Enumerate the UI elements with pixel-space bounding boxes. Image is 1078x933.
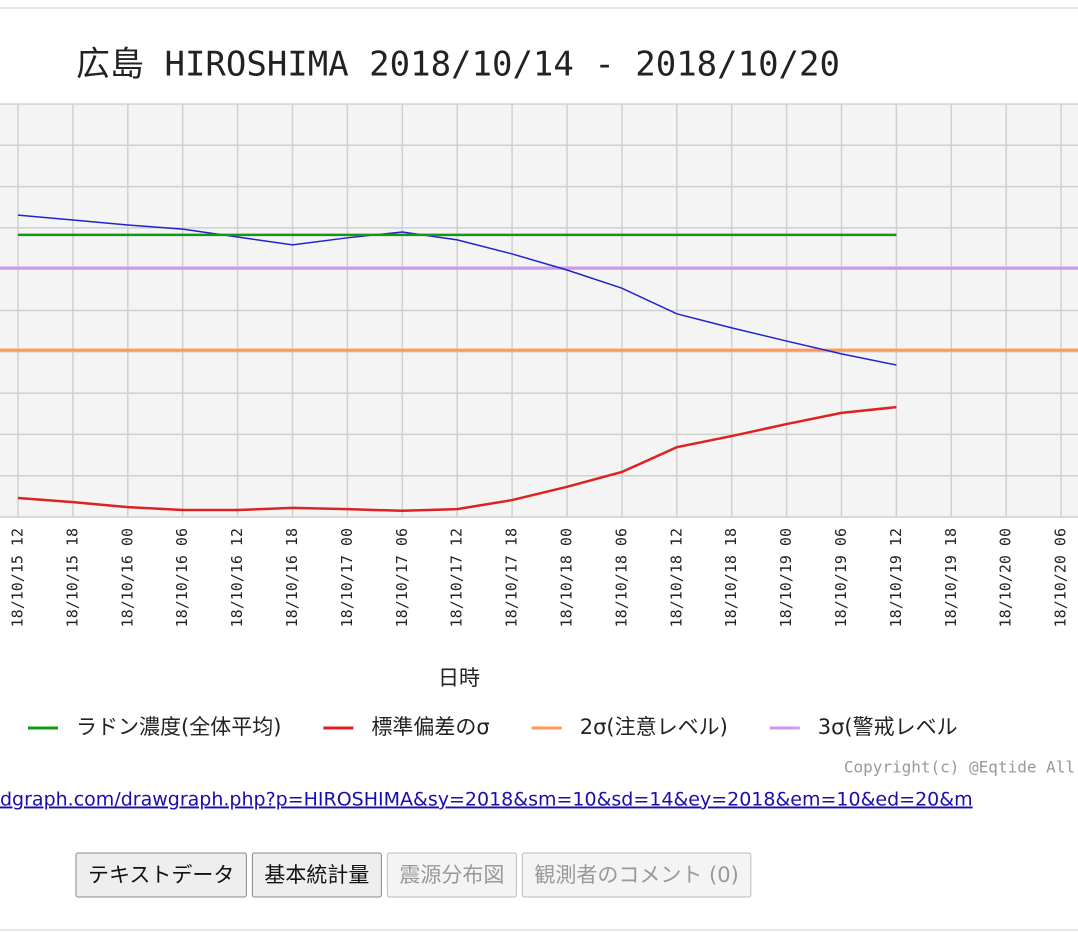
x-tick-label: 18/10/19 00 xyxy=(777,528,795,627)
legend-label: 3σ(警戒レベル xyxy=(818,715,958,739)
legend-label: 2σ(注意レベル) xyxy=(580,715,728,739)
x-tick-label: 18/10/17 00 xyxy=(338,528,356,627)
x-tick-label: 18/10/16 00 xyxy=(118,528,136,627)
x-tick-label: 18/10/18 12 xyxy=(667,528,685,627)
x-tick-label: 18/10/20 00 xyxy=(997,528,1015,627)
button-box[interactable] xyxy=(251,852,382,898)
x-tick-label: 18/10/17 12 xyxy=(448,528,466,627)
x-tick-label: 18/10/20 06 xyxy=(1052,528,1070,627)
x-tick-label: 18/10/18 00 xyxy=(558,528,576,627)
button: 観測者のコメント (0) xyxy=(521,852,752,898)
legend-label: ラドン濃度(全体平均) xyxy=(76,715,281,739)
x-tick-label: 18/10/19 18 xyxy=(942,528,960,627)
x-tick-label: 18/10/16 06 xyxy=(173,528,191,627)
series-line xyxy=(17,405,897,513)
copyright: Copyright(c) @Eqtide All xyxy=(844,758,1075,777)
button-box xyxy=(386,852,517,898)
x-tick-label: 18/10/15 12 xyxy=(9,528,27,627)
link[interactable]: dgraph.com/drawgraph.php?p=HIROSHIMA&sy=… xyxy=(0,789,973,811)
x-tick-label: 18/10/18 18 xyxy=(722,528,740,627)
x-tick-label: 18/10/16 12 xyxy=(228,528,246,627)
x-tick-label: 18/10/19 06 xyxy=(832,528,850,627)
button[interactable]: 基本統計量 xyxy=(251,852,382,898)
button-label[interactable]: 基本統計量 xyxy=(264,863,369,887)
chart-title: 広島 HIROSHIMA 2018/10/14 - 2018/10/20 xyxy=(76,45,840,85)
x-tick-label: 18/10/19 12 xyxy=(887,528,905,627)
button[interactable]: テキストデータ xyxy=(75,852,247,898)
legend-label: 標準偏差のσ xyxy=(371,715,489,739)
button-label: 観測者のコメント (0) xyxy=(534,863,738,887)
x-tick-label: 18/10/18 06 xyxy=(612,528,630,627)
button-label: 震源分布図 xyxy=(399,863,504,887)
x-tick-label: 18/10/16 18 xyxy=(283,528,301,627)
button-box xyxy=(521,852,752,898)
x-tick-label: 18/10/17 06 xyxy=(393,528,411,627)
x-axis-label: 日時 xyxy=(438,666,480,690)
x-tick-label: 18/10/15 18 xyxy=(63,528,81,627)
button-label[interactable]: テキストデータ xyxy=(88,863,234,887)
button: 震源分布図 xyxy=(386,852,517,898)
x-tick-label: 18/10/17 18 xyxy=(503,528,521,627)
series-line xyxy=(17,214,897,366)
button-box[interactable] xyxy=(75,852,247,898)
